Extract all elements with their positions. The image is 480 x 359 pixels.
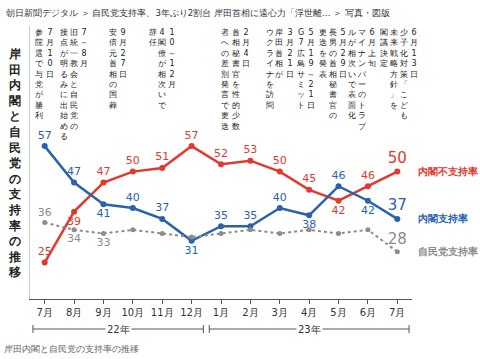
svg-text:47: 47: [67, 165, 81, 178]
svg-text:40: 40: [126, 191, 140, 204]
svg-text:ルが相次いで表面化: ルが相次いで表面化: [348, 28, 357, 120]
svg-text:47: 47: [96, 165, 110, 178]
svg-text:10～12月: 10～12月: [168, 28, 176, 89]
svg-text:50: 50: [273, 154, 287, 167]
svg-text:2月4日: 2月4日: [242, 28, 250, 68]
svg-text:35: 35: [243, 209, 257, 222]
svg-text:36: 36: [38, 206, 52, 219]
svg-text:11月: 11月: [151, 307, 174, 318]
svg-text:3月21日: 3月21日: [286, 28, 294, 79]
svg-text:37: 37: [388, 196, 407, 214]
svg-text:10月: 10月: [121, 307, 144, 318]
svg-text:長男の首相秘書官の: 長男の首相秘書官の: [329, 28, 337, 120]
svg-text:57: 57: [185, 129, 199, 142]
svg-text:52: 52: [214, 147, 228, 160]
svg-text:50: 50: [126, 154, 140, 167]
svg-text:岸田内閣と自民党の支持率の推移: 岸田内閣と自民党の支持率の推移: [8, 47, 21, 279]
svg-text:6月: 6月: [360, 307, 376, 318]
svg-text:3月: 3月: [272, 307, 288, 318]
svg-text:28: 28: [388, 230, 407, 248]
svg-text:33: 33: [96, 236, 110, 249]
svg-text:7月: 7月: [37, 307, 53, 318]
svg-text:1月: 1月: [213, 307, 229, 318]
svg-text:5月19～21日: 5月19～21日: [307, 28, 315, 110]
svg-text:7月10日: 7月10日: [46, 28, 54, 79]
svg-text:22年: 22年: [107, 324, 130, 335]
svg-text:38: 38: [302, 218, 316, 231]
svg-text:7月: 7月: [389, 307, 405, 318]
svg-text:34: 34: [67, 232, 81, 245]
svg-text:首相秘書官を性的少数: 首相秘書官を性的少数: [231, 28, 240, 131]
svg-text:35: 35: [214, 209, 228, 222]
svg-text:更迭を発表: 更迭を発表: [319, 28, 327, 79]
svg-text:12月: 12月: [180, 307, 203, 318]
svg-text:閣議決定: 閣議決定: [380, 28, 388, 68]
svg-text:8月: 8月: [66, 307, 82, 318]
svg-text:53: 53: [243, 143, 257, 156]
svg-text:未来戦略方針」を: 未来戦略方針」を: [390, 28, 398, 110]
svg-text:者への差別発言で更迭: 者への差別発言で更迭: [221, 28, 230, 131]
svg-text:岸田内閣と自民党の支持率の推移: 岸田内閣と自民党の支持率の推移: [4, 344, 139, 354]
svg-text:42: 42: [361, 204, 375, 217]
svg-text:45: 45: [302, 172, 316, 185]
svg-text:内閣不支持率: 内閣不支持率: [418, 166, 478, 177]
svg-text:岸田首相が: 岸田首相が: [275, 28, 284, 79]
svg-text:参院選で与党が勝利: 参院選で与党が勝利: [35, 28, 44, 120]
svg-text:2月: 2月: [242, 307, 258, 318]
svg-text:46: 46: [332, 169, 346, 182]
svg-text:辞任: 辞任: [148, 28, 157, 47]
svg-text:6月13日: 6月13日: [410, 28, 418, 79]
svg-text:41: 41: [96, 207, 110, 220]
svg-text:57: 57: [38, 129, 52, 142]
svg-text:37: 37: [155, 201, 169, 214]
svg-text:5月29日: 5月29日: [339, 28, 347, 79]
svg-text:G7広島サミット: G7広島サミット: [297, 28, 305, 110]
svg-text:42: 42: [332, 204, 346, 217]
svg-text:自民党支持率: 自民党支持率: [418, 246, 478, 257]
svg-text:マイナンバーのトラブ: マイナンバーのトラブ: [357, 28, 367, 131]
svg-text:ウクライナを訪問: ウクライナを訪問: [266, 28, 274, 110]
svg-text:46: 46: [361, 169, 375, 182]
svg-text:50: 50: [388, 149, 407, 167]
svg-text:旧統一教会と自民党の: 旧統一教会と自民党の: [70, 28, 78, 131]
svg-text:25: 25: [38, 245, 52, 258]
svg-text:少子化対策「こども: 少子化対策「こども: [400, 28, 408, 120]
svg-text:31: 31: [185, 244, 199, 257]
svg-text:23年: 23年: [298, 324, 321, 335]
svg-text:51: 51: [155, 150, 169, 163]
svg-text:5月: 5月: [330, 307, 346, 318]
svg-text:4閣僚が相次いで: 4閣僚が相次いで: [158, 28, 167, 110]
svg-text:9月: 9月: [95, 307, 111, 318]
svg-text:7～8月: 7～8月: [80, 28, 88, 68]
svg-text:朝日新聞デジタル ＞ 自民党支持率、3年ぶり2割台 岸田首相: 朝日新聞デジタル ＞ 自民党支持率、3年ぶり2割台 岸田首相に遠心力「浮世離… …: [6, 8, 390, 18]
svg-text:内閣支持率: 内閣支持率: [418, 213, 468, 224]
svg-text:39: 39: [67, 215, 81, 228]
svg-text:40: 40: [273, 191, 287, 204]
svg-text:4月: 4月: [301, 307, 317, 318]
svg-text:接点が明るみに出始める: 接点が明るみに出始める: [60, 28, 69, 141]
svg-text:6月上旬: 6月上旬: [368, 28, 376, 68]
svg-text:9月27日: 9月27日: [119, 28, 127, 79]
svg-text:安倍元首相の国葬: 安倍元首相の国葬: [109, 28, 117, 110]
